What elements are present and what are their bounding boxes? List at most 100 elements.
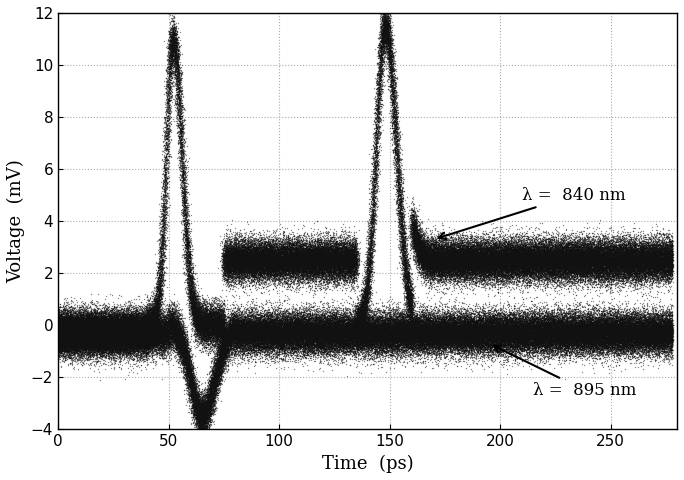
- Point: [315, 323, 326, 331]
- Point: [381, 21, 392, 29]
- Point: [652, 337, 663, 345]
- Point: [345, 320, 356, 327]
- Point: [499, 251, 510, 258]
- Point: [547, 321, 558, 328]
- Point: [566, 254, 577, 262]
- Point: [288, 252, 299, 259]
- Point: [603, 250, 614, 258]
- Point: [444, 277, 455, 285]
- Point: [360, 340, 371, 348]
- Point: [197, 312, 208, 320]
- Point: [239, 273, 250, 280]
- Point: [157, 342, 168, 350]
- Point: [426, 259, 437, 266]
- Point: [546, 261, 557, 269]
- Point: [209, 344, 220, 352]
- Point: [291, 323, 302, 331]
- Point: [192, 314, 202, 322]
- Point: [211, 362, 222, 370]
- Point: [272, 251, 282, 258]
- Point: [275, 354, 286, 362]
- Point: [117, 329, 128, 337]
- Point: [105, 328, 116, 336]
- Point: [328, 342, 339, 349]
- Point: [422, 336, 433, 344]
- Point: [603, 323, 614, 331]
- Point: [423, 326, 434, 334]
- Point: [506, 274, 517, 282]
- Point: [267, 259, 278, 266]
- Point: [474, 346, 485, 354]
- Point: [246, 260, 257, 268]
- Point: [247, 252, 258, 260]
- Point: [648, 260, 659, 267]
- Point: [207, 386, 218, 394]
- Point: [399, 333, 410, 341]
- Point: [509, 262, 520, 269]
- Point: [154, 280, 165, 288]
- Point: [76, 338, 87, 346]
- Point: [107, 325, 118, 333]
- Point: [629, 254, 640, 262]
- Point: [640, 322, 650, 329]
- Point: [657, 343, 668, 351]
- Point: [434, 266, 445, 274]
- Point: [223, 323, 234, 331]
- Point: [570, 260, 581, 268]
- Point: [72, 328, 83, 336]
- Point: [627, 262, 638, 269]
- Point: [174, 311, 185, 318]
- Point: [319, 340, 330, 348]
- Point: [562, 255, 573, 263]
- Point: [340, 325, 351, 333]
- Point: [180, 331, 191, 339]
- Point: [59, 337, 70, 345]
- Point: [181, 197, 192, 205]
- Point: [467, 252, 478, 260]
- Point: [453, 336, 464, 344]
- Point: [112, 348, 123, 356]
- Point: [92, 322, 103, 330]
- Point: [592, 273, 603, 280]
- Point: [468, 267, 479, 275]
- Point: [139, 318, 150, 326]
- Point: [512, 260, 523, 267]
- Point: [479, 343, 490, 350]
- Point: [611, 329, 622, 336]
- Point: [365, 325, 376, 333]
- Point: [144, 320, 155, 328]
- Point: [277, 314, 288, 322]
- Point: [372, 152, 383, 159]
- Point: [464, 323, 475, 331]
- Point: [167, 327, 178, 335]
- Point: [259, 333, 270, 341]
- Point: [609, 309, 620, 316]
- Point: [471, 328, 482, 336]
- Point: [623, 259, 634, 267]
- Point: [464, 250, 475, 257]
- Point: [508, 266, 519, 274]
- Point: [300, 267, 311, 275]
- Point: [159, 220, 170, 228]
- Point: [408, 232, 419, 240]
- Point: [220, 267, 231, 275]
- Point: [186, 308, 197, 315]
- Point: [460, 327, 471, 335]
- Point: [190, 301, 201, 309]
- Point: [600, 324, 611, 331]
- Point: [381, 332, 392, 339]
- Point: [62, 318, 73, 325]
- Point: [648, 331, 659, 338]
- Point: [507, 252, 518, 260]
- Point: [317, 268, 328, 276]
- Point: [303, 264, 314, 272]
- Point: [636, 330, 647, 337]
- Point: [323, 318, 334, 326]
- Point: [102, 343, 113, 350]
- Point: [293, 235, 304, 243]
- Point: [231, 322, 242, 329]
- Point: [179, 233, 189, 241]
- Point: [466, 270, 477, 278]
- Point: [474, 263, 485, 271]
- Point: [515, 257, 526, 265]
